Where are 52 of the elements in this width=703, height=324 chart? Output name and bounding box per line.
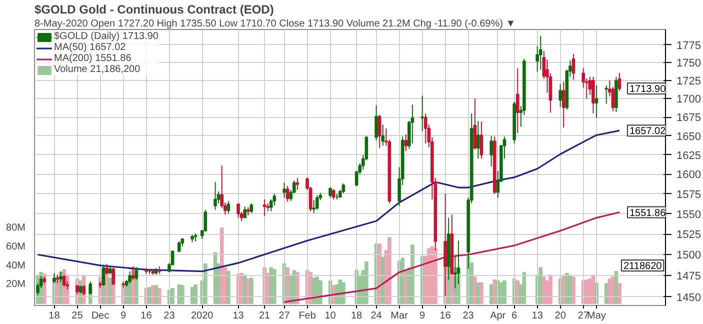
x-tick-label: 16 (140, 310, 152, 322)
chart-subtitle: 8-May-2020 Open 1727.20 High 1735.50 Low 1710.70 Close 1713.90 Volume 21.2M Chg -11.90 (-0.69%) ▼ (34, 18, 516, 30)
x-tick-label: 24 (370, 310, 382, 322)
legend-label: $GOLD (Daily) 1713.90 (54, 31, 158, 42)
x-tick-label: 20 (554, 310, 566, 322)
y2-tick-label: 60M (6, 241, 26, 252)
y-tick-label: 1775 (676, 40, 701, 52)
annotation: 2118620 (624, 261, 662, 272)
x-tick-label: 9 (120, 310, 126, 322)
x-tick-label: 21 (258, 310, 271, 322)
x-tick-label: Mar (390, 310, 409, 322)
y-tick-label: 1575 (676, 188, 701, 201)
x-tick-label: 16 (440, 310, 452, 322)
x-tick-label: 23 (164, 310, 176, 322)
y-tick-label: 1625 (676, 150, 701, 162)
y-tick-label: 1650 (676, 130, 701, 143)
x-tick-label: Feb (298, 310, 316, 322)
y-tick-label: 1675 (676, 112, 701, 124)
legend-label: Volume 21,186,200 (54, 64, 140, 75)
x-tick-label: 13 (532, 310, 544, 322)
y2-tick-label: 20M (6, 279, 26, 290)
x-tick-label: 23 (462, 310, 474, 322)
annotation: 1713.90 (629, 84, 666, 96)
chart-title: $GOLD Gold - Continuous Contract (EOD) (34, 2, 274, 16)
x-tick-label: 9 (420, 310, 426, 322)
y-tick-label: 1550 (676, 208, 701, 221)
y2-tick-label: 40M (6, 260, 26, 272)
y-tick-label: 1475 (676, 270, 701, 283)
x-tick-label: 18 (351, 310, 363, 322)
x-tick-label: 25 (72, 310, 84, 322)
x-tick-label: Apr (490, 310, 506, 322)
y-tick-label: 1500 (676, 250, 701, 262)
x-tick-label: 6 (512, 310, 518, 322)
y-tick-label: 1450 (676, 292, 701, 304)
x-tick-label: May (587, 310, 606, 322)
x-tick-label: 18 (48, 310, 60, 322)
annotation: 1657.02 (629, 126, 666, 138)
y2-tick-label: 80M (6, 222, 26, 234)
x-tick-label: 27 (278, 310, 290, 322)
y-tick-label: 1750 (676, 58, 701, 70)
x-tick-label: 27 (578, 310, 590, 322)
y-tick-label: 1600 (676, 169, 701, 182)
y-tick-label: 1525 (676, 229, 701, 242)
annotation: 1551.86 (629, 208, 666, 219)
y-tick-label: 1725 (676, 75, 701, 88)
x-tick-label: Dec (91, 310, 110, 322)
legend-label: MA(50) 1657.02 (54, 42, 126, 53)
x-tick-label: 13 (232, 310, 244, 322)
x-tick-label: 10 (324, 310, 336, 322)
y-tick-label: 1700 (676, 94, 701, 106)
legend-label: MA(200) 1551.86 (54, 53, 132, 64)
x-tick-label: 2020 (190, 310, 214, 322)
